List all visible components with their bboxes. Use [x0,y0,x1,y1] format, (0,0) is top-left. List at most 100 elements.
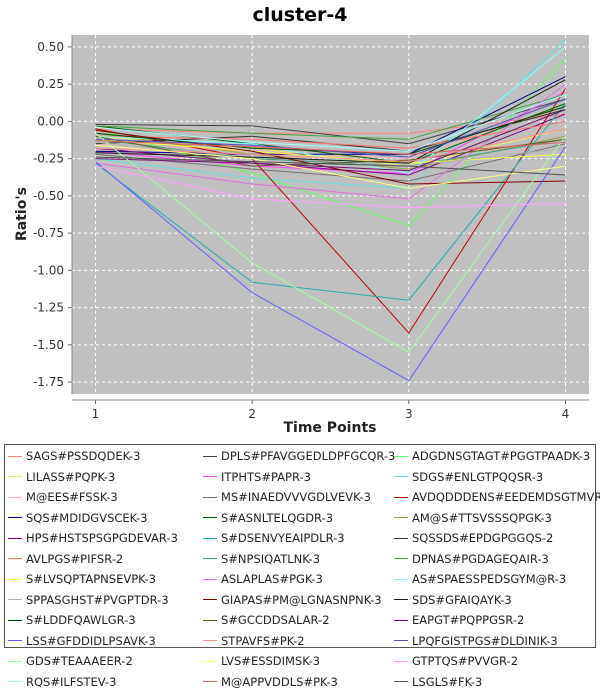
series-line [95,144,566,189]
legend-item: GIAPAS#PM@LGNASNPNK-3 [203,591,382,609]
legend-swatch [394,537,408,539]
series-line [95,138,566,167]
legend-label: SDGS#ENLGTPQQSR-3 [412,469,544,484]
legend-item: SPPASGHST#PVGPTDR-3 [8,591,169,609]
legend-label: M@EES#FSSK-3 [26,490,118,504]
legend-label: EAPGT#PQPPGSR-2 [412,613,525,627]
legend-swatch [203,537,217,539]
legend-label: AM@S#TTSVSSSQPGK-3 [412,510,552,525]
legend-item: DPNAS#PGDAGEQAIR-3 [394,550,549,568]
legend-swatch [394,476,408,477]
legend-label: S#LVSQPTAPNSEVPK-3 [26,572,156,586]
legend-item: ITPHTS#PAPR-3 [203,468,311,486]
legend-label: HPS#HSTSPSGPGDEVAR-3 [26,531,178,545]
legend-item: LSGLS#FK-3 [394,673,482,691]
legend-swatch [8,455,22,457]
legend-swatch [394,681,408,682]
series-line [95,79,566,164]
legend-swatch [203,619,217,621]
x-tick-label: 2 [248,407,256,421]
legend-item: SDGS#ENLGTPQQSR-3 [394,468,543,486]
y-tick-label: -1.00 [33,263,64,277]
legend-item: AM@S#TTSVSSSQPGK-3 [394,509,552,527]
legend-label: LPQFGISTPGS#DLDINIK-3 [412,633,558,648]
legend-swatch [8,681,22,682]
legend-swatch [203,660,217,662]
legend-swatch [394,517,408,518]
legend-item: M@EES#FSSK-3 [8,488,118,506]
legend-swatch [394,496,408,498]
legend-swatch [203,578,217,580]
legend-label: S#DSENVYEAIPDLR-3 [221,531,345,545]
legend-label: STPAVFS#PK-2 [221,633,305,648]
x-tick-label: 4 [562,407,570,421]
legend-label: DPNAS#PGDAGEQAIR-3 [412,551,549,566]
y-tick-label: 0.50 [37,40,64,54]
legend-swatch [203,558,217,559]
legend-item: LSS#GFDDIDLPSAVK-3 [8,632,156,650]
legend-item: LPQFGISTPGS#DLDINIK-3 [394,632,558,650]
plot-area [72,35,589,394]
y-tick-label: -0.75 [33,226,64,240]
legend-swatch [8,619,22,621]
legend-item: SAGS#PSSDQDEK-3 [8,447,140,465]
series-line [95,109,566,172]
legend-swatch [203,640,217,641]
legend-item: S#GCCDDSALAR-2 [203,611,330,629]
legend-label: M@APPVDDLS#PK-3 [221,674,338,689]
legend-item: LVS#ESSDIMSK-3 [203,652,320,670]
legend-label: SPPASGHST#PVGPTDR-3 [26,592,169,607]
y-tick-label: -0.25 [33,152,64,166]
series-group [95,39,566,382]
legend-swatch [8,558,22,559]
legend-swatch [8,476,22,477]
legend-swatch [8,599,22,600]
legend-label: AS#SPAESSPEDSGYM@R-3 [412,572,567,586]
legend-swatch [8,578,22,580]
series-line [95,156,566,176]
legend-label: S#LDDFQAWLGR-3 [26,613,136,627]
series-line [95,83,566,200]
series-line [95,113,566,134]
series-line [95,141,566,167]
legend-item: HPS#HSTSPSGPGDEVAR-3 [8,529,178,547]
legend-swatch [8,496,22,498]
legend-swatch [394,599,408,600]
legend-item: EAPGT#PQPPGSR-2 [394,611,524,629]
series-line [95,143,566,182]
series-line [95,113,566,176]
series-line [95,120,566,149]
y-tick-label: -1.25 [33,301,64,315]
legend-swatch [203,476,217,477]
chart-title: cluster-4 [252,4,347,26]
legend-item: S#DSENVYEAIPDLR-3 [203,529,345,547]
series-line [95,128,566,163]
series-line [95,46,566,175]
legend-item: S#LVSQPTAPNSEVPK-3 [8,570,156,588]
legend-swatch [394,455,408,457]
y-tick-label: -1.50 [33,338,64,352]
legend-item: ADGDNSGTAGT#PGGTPAADK-3 [394,447,590,465]
x-tick-label: 1 [92,407,100,421]
legend-item: GTPTQS#PVVGR-2 [394,652,518,670]
series-line [95,103,566,301]
legend-item: STPAVFS#PK-2 [203,632,305,650]
legend-swatch [203,681,217,682]
line-chart: cluster-4 0.50 0.25 0.00 -0.25 -0.50 -0.75 -1.… [14,4,589,436]
y-tick-label: 0.25 [37,77,64,91]
legend-item: AVLPGS#PIFSR-2 [8,550,123,568]
legend-swatch [203,455,217,457]
series-line [95,138,566,164]
x-axis-label: Time Points [284,420,377,436]
legend-item: SQSSDS#EPDGPGGQS-2 [394,529,553,547]
legend-item: M@APPVDDLS#PK-3 [203,673,338,691]
legend-swatch [394,660,408,662]
legend-swatch [394,640,408,641]
legend-label: SQSSDS#EPDGPGGQS-2 [412,531,554,545]
legend-label: AVLPGS#PIFSR-2 [26,551,124,566]
series-line [95,94,566,152]
legend-label: GIAPAS#PM@LGNASNPNK-3 [221,592,382,607]
legend-swatch [8,517,22,518]
legend-label: LSGLS#FK-3 [412,674,483,689]
legend-label: LILASS#PQPK-3 [26,469,116,484]
